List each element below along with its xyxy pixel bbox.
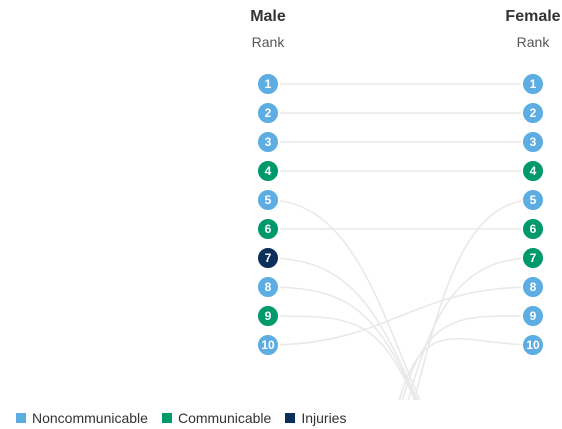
female-rank-1-node[interactable] xyxy=(521,72,545,96)
male-rank-10-label: 10 xyxy=(261,338,275,352)
female-rank-8-label: 8 xyxy=(530,280,537,294)
female-rank-4-label: 4 xyxy=(530,164,537,178)
male-rank-7-label: 7 xyxy=(265,251,272,265)
rank-slope-chart: Male Rank Female Rank 1 2 3 4 5 6 7 8 9 10 1 2 3 4 5 6… xyxy=(250,8,561,400)
male-column-title: Male xyxy=(250,8,286,25)
rank-connectors xyxy=(267,83,534,400)
female-rank-6-label: 6 xyxy=(530,222,537,236)
connector-male-7-offscreen xyxy=(267,257,419,400)
female-rank-9-node[interactable] xyxy=(521,304,545,328)
connector-male-9-offscreen xyxy=(267,315,416,400)
female-rank-10-node[interactable] xyxy=(521,333,545,357)
legend-label-injuries: Injuries xyxy=(301,410,347,426)
female-rank-3-label: 3 xyxy=(530,135,537,149)
male-rank-4-node[interactable] xyxy=(256,159,280,183)
female-rank-2-node[interactable] xyxy=(521,101,545,125)
female-rank-2-label: 2 xyxy=(530,106,537,120)
female-rank-7-node[interactable] xyxy=(521,246,545,270)
male-rank-2-label: 2 xyxy=(265,106,272,120)
connector-female-9-offscreen xyxy=(401,315,534,400)
injuries-swatch xyxy=(285,413,296,423)
female-rank-4-node[interactable] xyxy=(521,159,545,183)
male-rank-5-node[interactable] xyxy=(256,188,280,212)
female-rank-5-label: 5 xyxy=(530,193,537,207)
male-rank-5-label: 5 xyxy=(265,193,272,207)
legend-item-noncommunicable[interactable]: Noncommunicable xyxy=(16,410,148,426)
female-rank-1-label: 1 xyxy=(530,77,537,91)
male-column-subtitle: Rank xyxy=(252,34,286,50)
male-rank-4-label: 4 xyxy=(265,164,272,178)
legend-item-injuries[interactable]: Injuries xyxy=(285,410,346,426)
male-rank-9-node[interactable] xyxy=(256,304,280,328)
connector-male-8-offscreen xyxy=(267,286,418,400)
male-rank-10-node[interactable] xyxy=(256,333,280,357)
male-rank-8-label: 8 xyxy=(265,280,272,294)
legend: Noncommunicable Communicable Injuries xyxy=(16,410,346,426)
male-rank-9-label: 9 xyxy=(265,309,272,323)
male-rank-6-label: 6 xyxy=(265,222,272,236)
male-rank-3-label: 3 xyxy=(265,135,272,149)
male-rank-1-label: 1 xyxy=(265,77,272,91)
male-rank-3-node[interactable] xyxy=(256,130,280,154)
female-rank-3-node[interactable] xyxy=(521,130,545,154)
male-rank-nodes: 1 2 3 4 5 6 7 8 9 10 xyxy=(256,72,280,357)
connector-female-7-offscreen xyxy=(407,257,534,400)
connector-female-10-offscreen xyxy=(398,337,534,400)
female-rank-6-node[interactable] xyxy=(521,217,545,241)
female-column-subtitle: Rank xyxy=(517,34,551,50)
male-rank-8-node[interactable] xyxy=(256,275,280,299)
connector-male-5-offscreen xyxy=(267,199,421,400)
female-rank-10-label: 10 xyxy=(526,338,540,352)
legend-label-noncommunicable: Noncommunicable xyxy=(32,410,148,426)
connector-male-10 xyxy=(267,286,534,346)
female-rank-5-node[interactable] xyxy=(521,188,545,212)
legend-label-communicable: Communicable xyxy=(177,410,272,426)
female-column-title: Female xyxy=(505,8,560,25)
legend-item-communicable[interactable]: Communicable xyxy=(161,410,272,426)
communicable-swatch xyxy=(161,413,172,423)
male-rank-6-node[interactable] xyxy=(256,217,280,241)
noncommunicable-swatch xyxy=(16,413,26,423)
male-rank-2-node[interactable] xyxy=(256,101,280,125)
connector-female-5-offscreen xyxy=(413,199,534,400)
female-rank-8-node[interactable] xyxy=(521,275,545,299)
male-rank-1-node[interactable] xyxy=(256,72,280,96)
female-rank-7-label: 7 xyxy=(530,251,537,265)
female-rank-9-label: 9 xyxy=(530,309,537,323)
male-rank-7-node[interactable] xyxy=(256,246,280,270)
female-rank-nodes: 1 2 3 4 5 6 7 8 9 10 xyxy=(521,72,545,357)
